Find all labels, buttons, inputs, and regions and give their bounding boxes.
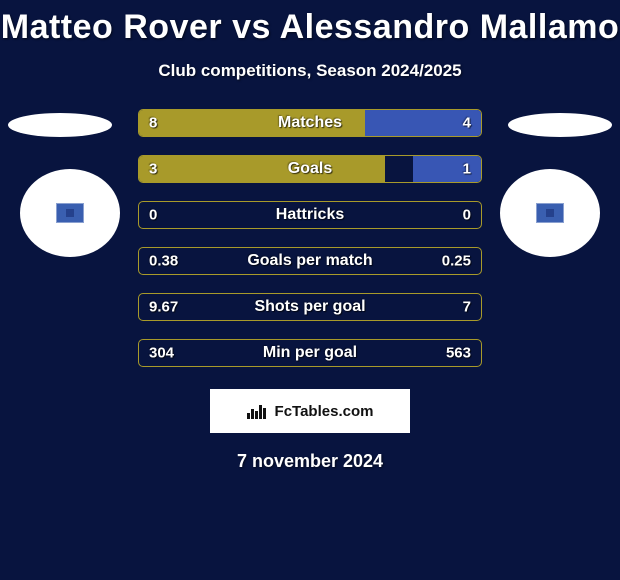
stat-value-left: 304 (149, 345, 174, 362)
stat-value-left: 8 (149, 115, 157, 132)
stat-value-right: 0 (463, 207, 471, 224)
stat-value-right: 563 (446, 345, 471, 362)
player-left-ellipse (8, 113, 112, 137)
stat-value-left: 0.38 (149, 253, 178, 270)
stat-value-right: 1 (463, 161, 471, 178)
stat-value-right: 0.25 (442, 253, 471, 270)
stat-bar: 0 0 Hattricks (138, 201, 482, 229)
player-right-ellipse (508, 113, 612, 137)
stat-value-right: 4 (463, 115, 471, 132)
stat-bar: 9.67 7 Shots per goal (138, 293, 482, 321)
stat-label: Goals per match (247, 252, 372, 270)
stat-bars: 8 4 Matches 3 1 Goals 0 0 Hattricks 0.38 0.25 Goals… (138, 109, 482, 367)
comparison-stage: 8 4 Matches 3 1 Goals 0 0 Hattricks 0.38 0.25 Goals… (0, 109, 620, 367)
stat-bar: 3 1 Goals (138, 155, 482, 183)
stat-value-right: 7 (463, 299, 471, 316)
stat-bar: 304 563 Min per goal (138, 339, 482, 367)
stat-label: Goals (288, 160, 332, 178)
footer-logo-text: FcTables.com (275, 403, 374, 420)
stat-label: Min per goal (263, 344, 357, 362)
player-left-crest-icon (56, 203, 84, 223)
stat-label: Shots per goal (254, 298, 365, 316)
page-title: Matteo Rover vs Alessandro Mallamo (0, 0, 620, 47)
footer-date: 7 november 2024 (0, 451, 620, 472)
stat-value-left: 9.67 (149, 299, 178, 316)
stat-value-left: 0 (149, 207, 157, 224)
footer-logo: FcTables.com (210, 389, 410, 433)
stat-label: Matches (278, 114, 342, 132)
player-right-crest-icon (536, 203, 564, 223)
player-right-badge (500, 169, 600, 257)
stat-bar-fill-left (139, 156, 385, 182)
page-subtitle: Club competitions, Season 2024/2025 (0, 61, 620, 81)
stat-bar: 8 4 Matches (138, 109, 482, 137)
stat-label: Hattricks (276, 206, 344, 224)
player-left-badge (20, 169, 120, 257)
bar-chart-icon (247, 403, 269, 419)
stat-value-left: 3 (149, 161, 157, 178)
stat-bar: 0.38 0.25 Goals per match (138, 247, 482, 275)
